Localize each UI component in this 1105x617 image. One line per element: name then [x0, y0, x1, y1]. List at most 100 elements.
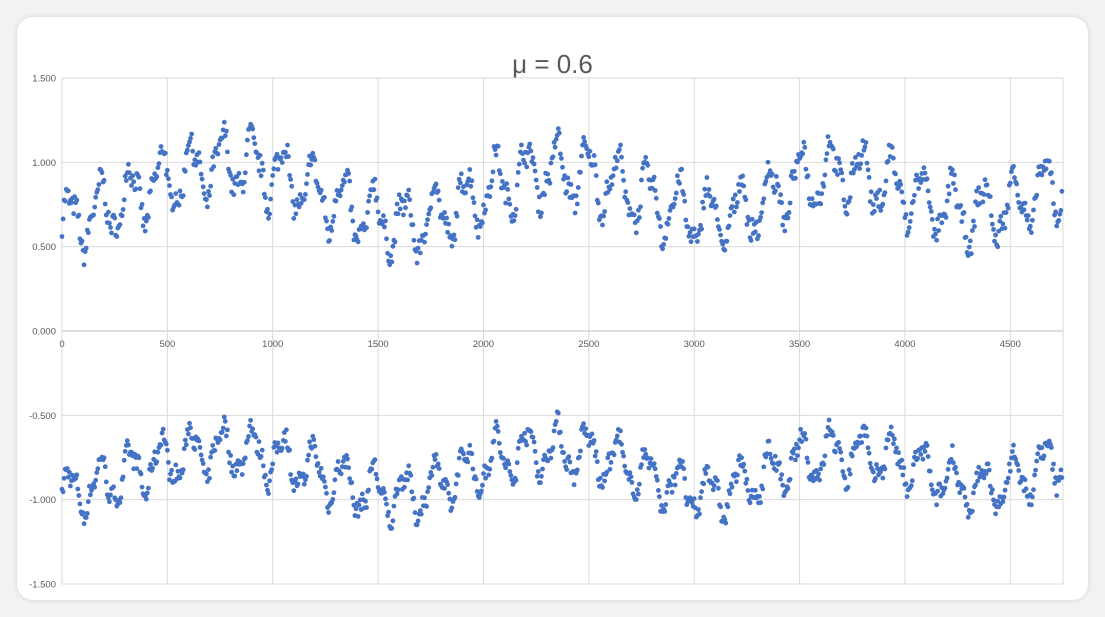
data-point: [506, 461, 512, 467]
data-point: [101, 455, 107, 461]
data-point: [1033, 467, 1038, 473]
data-point: [1051, 461, 1056, 467]
data-point: [760, 200, 766, 206]
data-point: [878, 208, 884, 213]
data-point: [263, 472, 268, 478]
data-point: [785, 486, 791, 491]
data-point: [700, 199, 705, 205]
data-point: [936, 228, 942, 234]
data-point: [1056, 218, 1062, 223]
data-point: [1013, 456, 1018, 462]
data-point: [1024, 217, 1030, 223]
data-point: [911, 198, 916, 204]
data-point: [481, 202, 486, 208]
data-point: [850, 170, 856, 176]
data-point: [565, 175, 571, 181]
data-point: [470, 195, 476, 201]
data-point: [976, 464, 982, 470]
data-point: [648, 456, 654, 461]
data-point: [579, 153, 584, 159]
data-point: [553, 136, 559, 142]
data-point: [613, 165, 619, 171]
data-point: [827, 139, 833, 145]
data-point: [866, 175, 872, 180]
data-point: [617, 147, 622, 153]
data-point: [575, 185, 581, 190]
data-point: [891, 441, 896, 447]
data-point: [707, 194, 713, 199]
data-point: [662, 509, 668, 514]
data-point: [654, 210, 660, 216]
data-point: [71, 211, 76, 217]
data-point: [873, 476, 878, 481]
data-point: [1014, 181, 1019, 187]
data-point: [474, 217, 480, 223]
data-point: [681, 192, 687, 197]
data-point: [1006, 461, 1012, 467]
data-point: [259, 447, 265, 453]
data-point: [660, 246, 665, 252]
data-point: [1041, 453, 1047, 459]
data-point: [927, 204, 933, 210]
data-point: [926, 200, 932, 206]
data-point: [729, 204, 735, 209]
data-point: [901, 465, 907, 471]
data-point: [776, 183, 781, 189]
data-point: [1001, 494, 1007, 500]
data-point: [144, 490, 150, 496]
data-point: [993, 511, 998, 517]
data-point: [634, 487, 640, 493]
data-point: [802, 431, 808, 436]
data-point: [486, 472, 492, 478]
data-point: [867, 460, 873, 466]
data-point: [763, 179, 769, 184]
data-point: [765, 159, 771, 165]
data-point: [196, 438, 202, 444]
data-point: [836, 156, 841, 162]
data-point: [433, 181, 439, 187]
data-point: [1016, 468, 1022, 473]
data-point: [973, 482, 978, 488]
data-point: [686, 233, 692, 239]
data-point: [430, 190, 436, 195]
data-point: [91, 212, 96, 218]
data-point: [173, 191, 179, 197]
data-point: [364, 225, 369, 231]
data-point: [204, 471, 209, 477]
data-point: [646, 465, 652, 471]
data-point: [561, 450, 566, 455]
data-point: [389, 525, 395, 531]
data-point: [242, 455, 248, 461]
data-point: [415, 518, 421, 524]
data-point: [796, 445, 801, 451]
data-point: [717, 227, 722, 232]
data-point: [108, 492, 113, 498]
data-point: [288, 177, 293, 182]
data-point: [713, 203, 719, 209]
data-point: [587, 148, 593, 154]
data-point: [824, 433, 830, 438]
data-point: [1049, 170, 1054, 176]
data-point: [749, 216, 755, 222]
data-point: [514, 460, 520, 466]
data-point: [337, 193, 343, 199]
data-point: [169, 194, 175, 200]
data-point: [338, 187, 344, 193]
data-point: [65, 188, 71, 194]
data-point: [944, 475, 950, 481]
data-point: [1000, 499, 1006, 504]
data-point: [74, 472, 80, 478]
data-point: [240, 189, 246, 195]
data-point: [741, 183, 747, 189]
data-point: [885, 158, 891, 164]
data-point: [952, 172, 957, 178]
data-point: [552, 144, 558, 150]
scatter-points: [59, 119, 1065, 531]
data-point: [777, 460, 782, 466]
data-point: [532, 448, 538, 454]
data-point: [417, 508, 423, 513]
data-point: [265, 206, 270, 212]
data-point: [868, 189, 874, 195]
data-point: [663, 502, 669, 507]
data-point: [874, 196, 879, 202]
